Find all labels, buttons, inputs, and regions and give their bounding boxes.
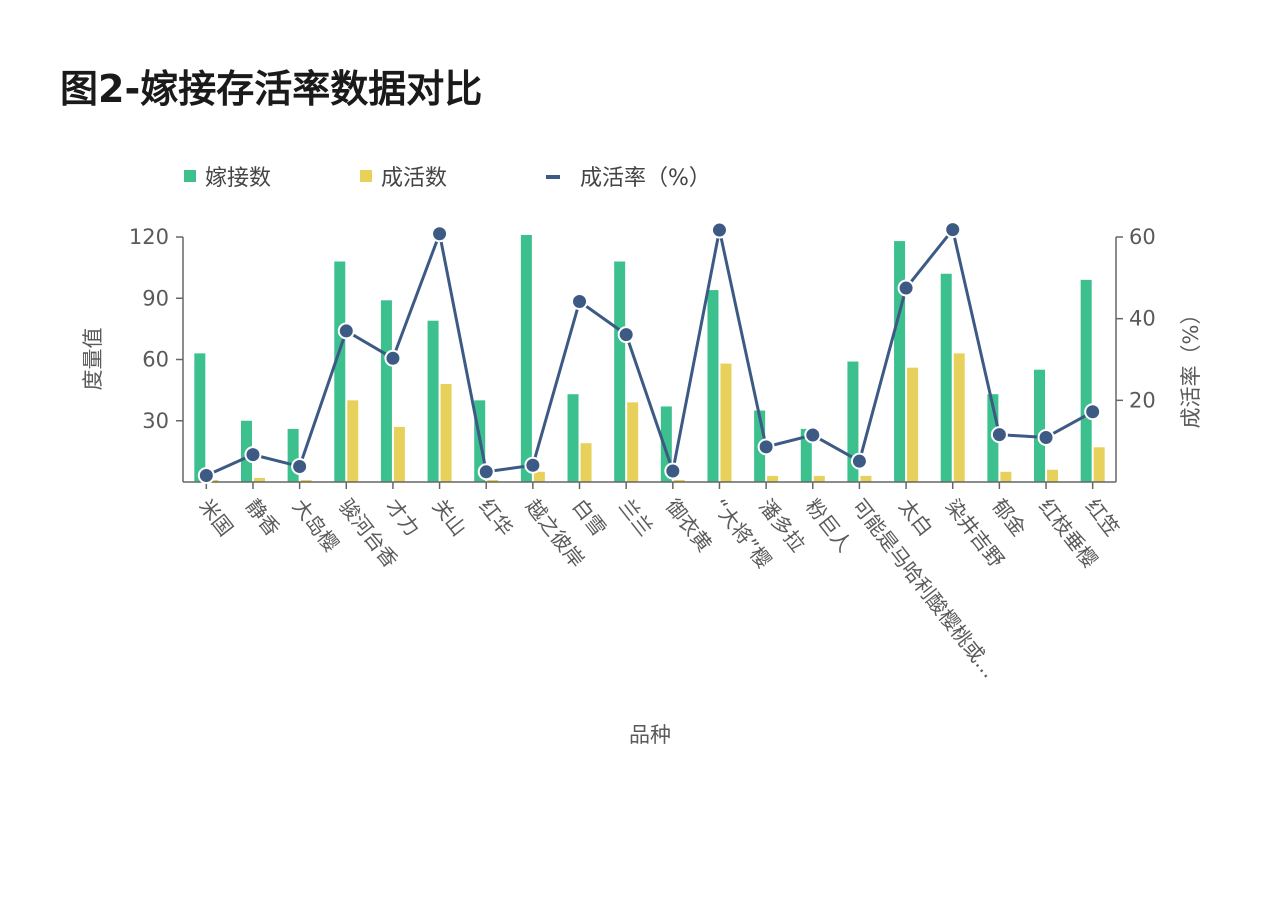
legend-swatch — [184, 170, 196, 182]
rate-point — [757, 438, 775, 456]
bar-survived — [207, 479, 219, 482]
x-tick-label: 白雪 — [568, 494, 612, 540]
bar-grafts — [847, 361, 859, 482]
y-tick-label: 30 — [142, 409, 169, 433]
bar-survived — [907, 367, 919, 482]
bar-survived — [1047, 469, 1059, 482]
rate-point — [664, 462, 682, 480]
bar-grafts — [520, 234, 532, 482]
x-tick-label: 米国 — [194, 494, 238, 540]
bar-survived — [627, 402, 639, 482]
bar-grafts — [287, 428, 299, 482]
bar-survived — [953, 353, 965, 482]
x-tick-label: 粉巨人 — [801, 494, 857, 556]
y-tick-label: 90 — [142, 286, 169, 310]
bar-survived — [580, 443, 592, 482]
rate-point — [1084, 403, 1102, 421]
legend-swatch — [360, 170, 372, 182]
bar-grafts — [894, 241, 906, 482]
bar-survived — [300, 479, 312, 482]
bar-survived — [720, 363, 732, 482]
rate-point — [337, 322, 355, 340]
rate-point — [617, 326, 635, 344]
bar-grafts — [707, 290, 719, 482]
y2-tick-label: 20 — [1129, 388, 1156, 412]
bar-grafts — [660, 406, 672, 482]
rate-point — [244, 446, 262, 464]
page-title: 图2-嫁接存活率数据对比 — [60, 67, 483, 111]
x-tick-label: 兰兰 — [614, 494, 658, 540]
rate-point — [197, 466, 215, 484]
bar-survived — [767, 475, 779, 482]
bar-survived — [813, 475, 825, 482]
rate-line — [205, 228, 1094, 477]
x-tick-label: 红笠 — [1081, 494, 1125, 540]
rate-point — [897, 279, 915, 297]
rate-point — [990, 426, 1008, 444]
rate-point — [291, 457, 309, 475]
bar-grafts — [427, 320, 439, 482]
bar-survived — [440, 384, 452, 482]
rate-point — [571, 293, 589, 311]
bar-survived — [253, 477, 265, 482]
bar-survived — [393, 426, 405, 482]
y-axis-title: 度量值 — [81, 328, 105, 391]
bar-grafts — [614, 261, 626, 482]
x-tick-label: 静香 — [241, 494, 285, 540]
bar-survived — [533, 471, 545, 482]
y2-axis-title: 成活率（%） — [1179, 304, 1203, 429]
rate-point — [944, 221, 962, 239]
legend-label: 成活数 — [381, 166, 447, 191]
bar-grafts — [1034, 369, 1046, 482]
bar-grafts — [940, 273, 952, 482]
bar-grafts — [194, 353, 206, 482]
rate-point — [710, 221, 728, 239]
rate-point — [850, 452, 868, 470]
bar-grafts — [567, 394, 579, 482]
x-tick-label: 御衣黄 — [661, 494, 717, 556]
bar-survived — [347, 400, 359, 482]
x-tick-label: 大岛樱 — [288, 494, 344, 556]
legend-label: 成活率（%） — [580, 166, 711, 191]
legend-swatch — [546, 175, 560, 179]
rate-point — [431, 225, 449, 243]
rate-point — [524, 456, 542, 474]
bar-survived — [860, 475, 872, 482]
bar-survived — [487, 479, 499, 482]
y2-tick-label: 60 — [1129, 225, 1156, 249]
legend-label: 嫁接数 — [205, 166, 271, 191]
rate-point — [1037, 428, 1055, 446]
bar-grafts — [1080, 279, 1092, 482]
x-tick-label: 才力 — [381, 494, 425, 540]
x-tick-label: 太白 — [894, 494, 938, 540]
rate-point — [804, 426, 822, 444]
x-axis-title: 品种 — [629, 723, 671, 747]
x-tick-label: 郁金 — [987, 494, 1031, 540]
x-tick-label: 关山 — [428, 494, 472, 540]
bar-grafts — [334, 261, 346, 482]
x-tick-label: 红华 — [474, 494, 518, 540]
bar-survived — [1000, 471, 1012, 482]
bar-survived — [1093, 447, 1105, 482]
bar-grafts — [380, 300, 392, 482]
y-tick-label: 60 — [142, 348, 169, 372]
bar-survived — [673, 479, 685, 482]
y2-tick-label: 40 — [1129, 307, 1156, 331]
rate-point — [477, 463, 495, 481]
rate-point — [384, 349, 402, 367]
y-tick-label: 120 — [129, 225, 169, 249]
bar-grafts — [800, 428, 812, 482]
